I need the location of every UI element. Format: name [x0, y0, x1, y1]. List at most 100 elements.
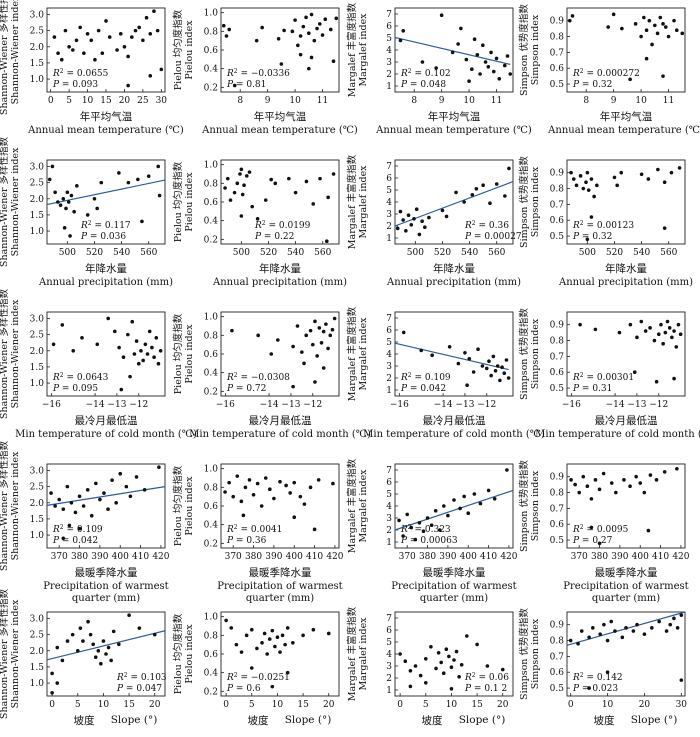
data-point [500, 365, 504, 370]
data-point [584, 180, 588, 184]
data-point [456, 42, 460, 46]
data-point [51, 342, 56, 347]
p-value-stat: P = 0.22 [254, 232, 294, 242]
x-tick-label: 11 [491, 96, 502, 106]
y-tick-label: 0.8 [550, 185, 565, 195]
data-point [589, 497, 594, 501]
data-point [50, 690, 54, 695]
data-point [326, 195, 330, 200]
x-tick-label: 400 [286, 552, 303, 562]
p-value: 0.095 [72, 384, 98, 394]
data-point [665, 319, 670, 324]
y-tick-label: 2 [386, 374, 392, 384]
data-point [75, 648, 80, 653]
x-axis-label-en: Annual mean temperature (℃) [27, 125, 184, 136]
data-point [107, 35, 112, 39]
x-tick-label: 500 [59, 248, 76, 258]
data-point [56, 200, 60, 204]
data-point [58, 203, 63, 208]
y-tick-label: 0.5 [550, 232, 565, 242]
data-point [130, 35, 134, 39]
y-axis-label-cn: Simpson 优势度指数 [518, 608, 530, 700]
y-tick-label: 0.8 [550, 337, 565, 347]
data-point [224, 34, 229, 38]
data-point [287, 176, 291, 181]
data-point [47, 177, 52, 182]
x-axis-label-en-line1: Precipitation of warmest [43, 581, 168, 592]
data-point [319, 341, 324, 345]
data-point [650, 626, 654, 630]
data-point [71, 348, 76, 353]
data-point [571, 177, 576, 181]
data-point [126, 180, 131, 185]
data-point [612, 175, 617, 180]
data-point [145, 352, 150, 356]
x-tick-label: 11 [663, 96, 674, 106]
data-point [225, 176, 230, 181]
data-point [304, 179, 309, 184]
data-point [483, 60, 488, 64]
x-tick-label: 410 [306, 552, 323, 562]
y-tick-label: 0.8 [204, 331, 219, 341]
data-point [152, 632, 157, 637]
data-point [609, 619, 614, 624]
data-point [398, 38, 403, 43]
y-tick-label: 7 [386, 162, 392, 172]
r-squared-value: 0.117 [105, 221, 131, 231]
data-point [157, 465, 161, 470]
data-point [502, 63, 507, 68]
y-axis-label-en: Shannon-Wiener index [10, 451, 21, 560]
x-tick-label: −12 [477, 400, 496, 410]
y-tick-label: 0.6 [204, 46, 219, 56]
data-point [585, 484, 590, 488]
data-point [255, 481, 260, 486]
data-point [132, 352, 137, 356]
x-tick-label: 520 [606, 248, 623, 258]
data-point [291, 384, 295, 389]
data-point [239, 214, 244, 218]
x-tick-label: 390 [611, 552, 628, 562]
x-tick-label: 10 [635, 96, 647, 106]
x-tick-label: 20 [497, 700, 509, 710]
data-point [110, 478, 114, 482]
y-axis-label-cn: Margalef 丰富度指数 [346, 2, 358, 97]
p-value: 0.72 [246, 384, 266, 394]
data-point [659, 322, 663, 327]
y-axis-label-cn: Simpson 优势度指数 [518, 460, 530, 552]
x-tick-label: −13 [627, 400, 646, 410]
data-point [420, 219, 424, 223]
x-tick-label: 30 [156, 96, 168, 106]
data-point [658, 15, 663, 20]
data-point [467, 79, 471, 83]
x-tick-label: 560 [660, 248, 677, 258]
data-point [298, 34, 303, 38]
y-tick-label: 7 [386, 10, 392, 20]
y-tick-label: 0.5 [550, 80, 565, 90]
data-point [270, 628, 275, 633]
data-point [89, 38, 94, 43]
data-point [311, 202, 316, 206]
p-value-stat: P = 0.00027 [464, 232, 522, 242]
data-point [296, 43, 300, 48]
data-point [126, 332, 130, 337]
p-value: 0.00027 [484, 232, 521, 242]
data-point [56, 51, 60, 56]
data-point [228, 198, 233, 202]
y-tick-label: 1 [386, 538, 392, 548]
p-value: 0.22 [274, 232, 294, 242]
p-value: 0.32 [592, 80, 612, 90]
data-point [60, 323, 65, 327]
r-squared-stat: R2 = 0.142 [572, 672, 623, 683]
data-point [624, 626, 628, 630]
x-tick-label: −13 [281, 400, 300, 410]
y-axis-label-en: Pielou index [184, 172, 195, 232]
plot-frame [46, 159, 166, 245]
data-point [122, 44, 127, 49]
data-point [273, 181, 278, 186]
x-tick-label: 9 [439, 96, 445, 106]
data-point [639, 34, 643, 39]
data-point [679, 613, 684, 617]
data-point [223, 490, 227, 494]
data-point [605, 638, 610, 643]
y-tick-label: 0.5 [550, 684, 565, 694]
